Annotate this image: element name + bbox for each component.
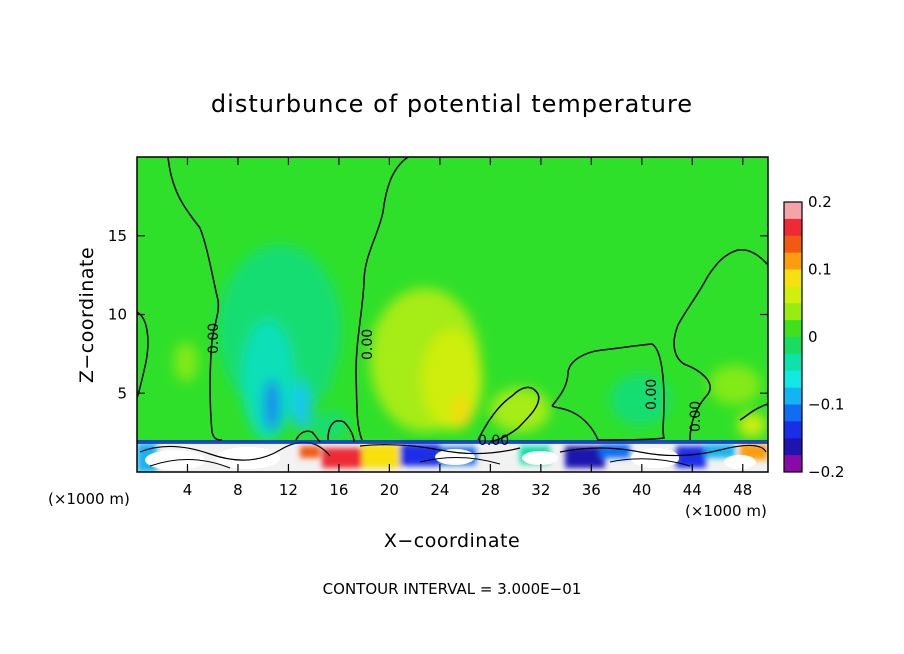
contour-label: 0.00 bbox=[360, 329, 376, 360]
contour-label: 0.00 bbox=[644, 379, 660, 410]
y-axis-title: Z−coordinate bbox=[76, 247, 98, 383]
colorbar-swatch bbox=[784, 320, 802, 338]
x-unit-left: (×1000 m) bbox=[48, 490, 130, 508]
contour-interval-note: CONTOUR INTERVAL = 3.000E−01 bbox=[323, 580, 582, 598]
colorbar-swatch bbox=[784, 286, 802, 304]
x-tick-label: 40 bbox=[632, 481, 651, 499]
colorbar-swatch bbox=[784, 370, 802, 389]
colorbar-swatch bbox=[784, 404, 802, 422]
x-tick-label: 8 bbox=[233, 481, 243, 499]
x-unit-right: (×1000 m) bbox=[685, 502, 767, 520]
surface-layer bbox=[137, 440, 768, 472]
colorbar-tick-label: 0.1 bbox=[808, 261, 832, 279]
y-tick-label: 15 bbox=[108, 227, 127, 245]
colorbar-swatch bbox=[784, 337, 802, 355]
x-tick-label: 32 bbox=[531, 481, 550, 499]
contour-label: 0.00 bbox=[478, 433, 509, 449]
x-tick-label: 28 bbox=[481, 481, 500, 499]
y-axis: 5 10 15 bbox=[108, 227, 768, 402]
chart-title: disturbunce of potential temperature bbox=[211, 90, 693, 118]
colorbar-swatch bbox=[784, 387, 802, 405]
contour-label: 0.00 bbox=[688, 401, 704, 432]
colorbar-swatch bbox=[784, 353, 802, 372]
colorbar-tick-label: −0.1 bbox=[808, 396, 844, 414]
colorbar-swatch bbox=[784, 269, 802, 287]
x-axis-title: X−coordinate bbox=[384, 530, 520, 552]
colorbar-swatch bbox=[784, 218, 802, 237]
x-tick-label: 20 bbox=[380, 481, 399, 499]
contour-labels: 0.00 0.00 0.00 0.00 0.00 bbox=[206, 323, 704, 449]
x-tick-label: 24 bbox=[430, 481, 449, 499]
y-tick-label: 10 bbox=[108, 306, 127, 324]
colorbar-frame bbox=[783, 201, 803, 473]
colorbar: 0.2 0.1 0 −0.1 −0.2 bbox=[783, 193, 844, 481]
colorbar-swatch bbox=[784, 421, 802, 439]
colorbar-swatch bbox=[784, 252, 802, 270]
colorbar-tick-label: 0.2 bbox=[808, 193, 832, 211]
colorbar-swatch bbox=[784, 202, 802, 220]
plot-area: 0.00 0.00 0.00 0.00 0.00 bbox=[137, 157, 768, 472]
x-tick-label: 16 bbox=[329, 481, 348, 499]
colorbar-tick-label: −0.2 bbox=[808, 463, 844, 481]
x-tick-label: 44 bbox=[683, 481, 702, 499]
colorbar-swatch bbox=[784, 303, 802, 321]
zero-contours bbox=[137, 157, 768, 443]
colorbar-swatch bbox=[784, 455, 802, 473]
field-anomalies bbox=[174, 245, 766, 440]
x-tick-label: 12 bbox=[279, 481, 298, 499]
colorbar-swatch bbox=[784, 438, 802, 456]
colorbar-tick-label: 0 bbox=[808, 328, 818, 346]
x-tick-label: 36 bbox=[582, 481, 601, 499]
x-tick-label: 48 bbox=[733, 481, 752, 499]
colorbar-swatch bbox=[784, 235, 802, 254]
x-tick-label: 4 bbox=[183, 481, 193, 499]
x-axis: 4 8 12 16 20 24 28 32 36 40 44 48 bbox=[183, 157, 752, 499]
y-tick-label: 5 bbox=[117, 384, 127, 402]
contour-label: 0.00 bbox=[206, 323, 222, 354]
